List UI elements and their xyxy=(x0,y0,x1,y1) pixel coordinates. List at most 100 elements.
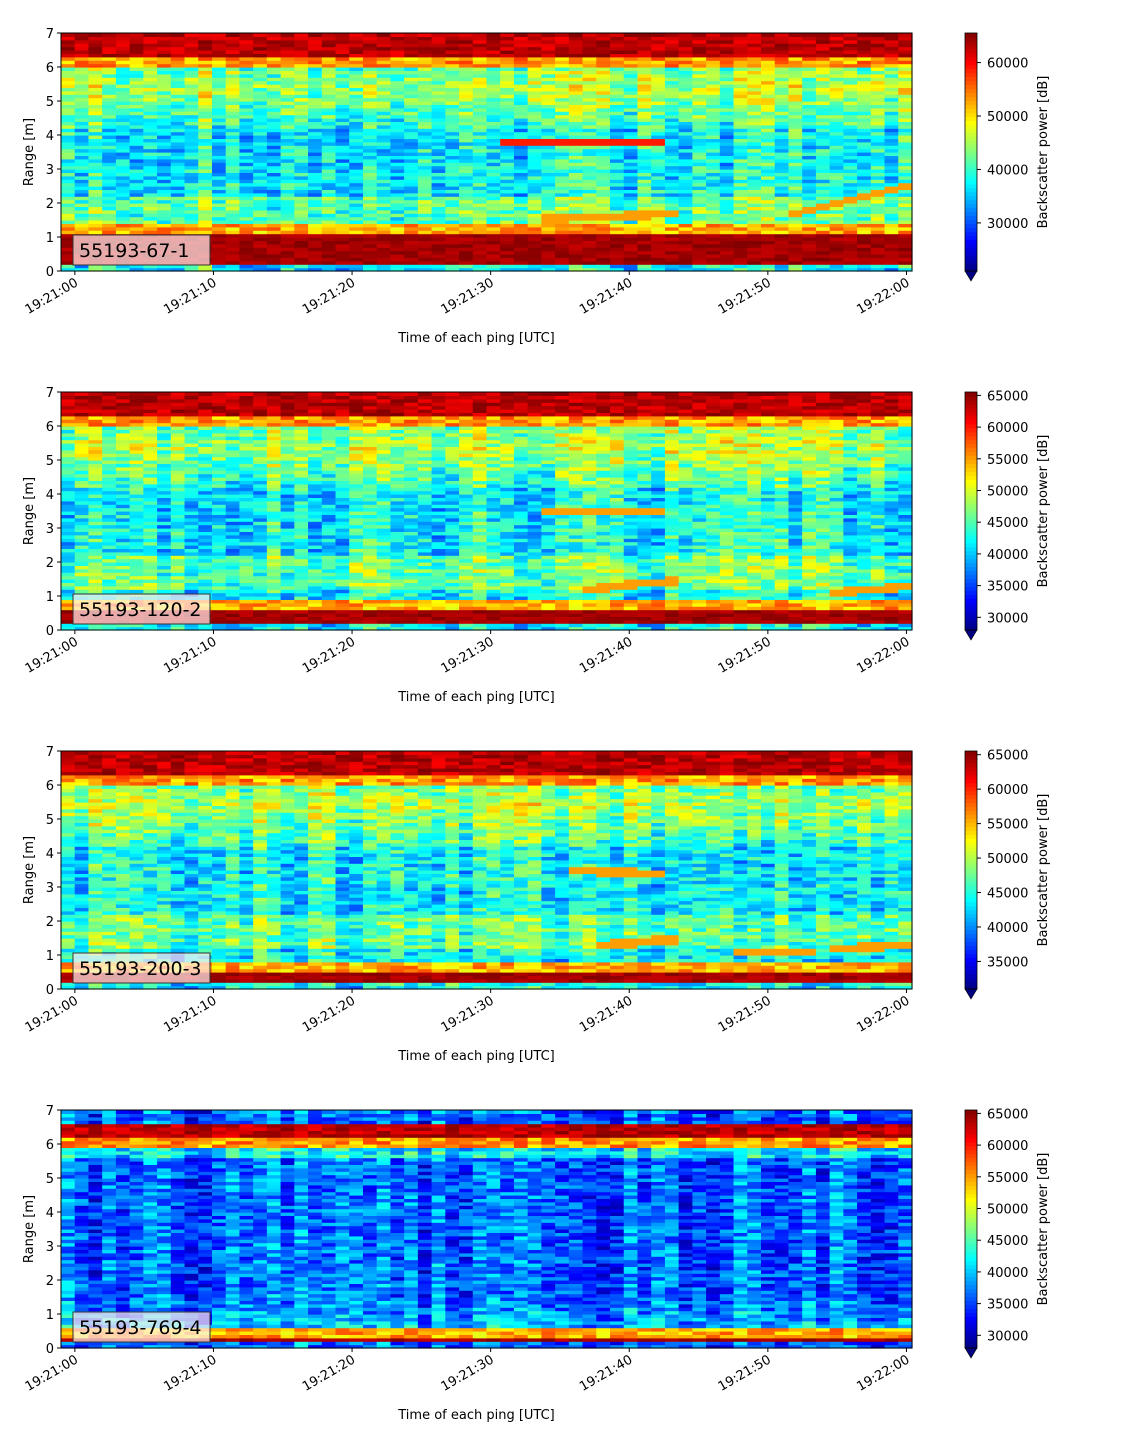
echogram-cell xyxy=(75,436,89,440)
echogram-cell xyxy=(898,210,912,214)
echogram-cell xyxy=(747,193,761,197)
echogram-cell xyxy=(143,166,157,170)
echogram-cell xyxy=(390,142,404,146)
echogram-cell xyxy=(747,166,761,170)
echogram-cell xyxy=(487,193,501,197)
echogram-cell xyxy=(651,176,665,180)
echogram-cell xyxy=(226,264,240,268)
echogram-cell xyxy=(116,470,130,474)
echogram-cell xyxy=(500,244,514,248)
echogram-cell xyxy=(322,244,336,248)
echogram-cell xyxy=(377,166,391,170)
echogram-cell xyxy=(500,264,514,268)
echogram-cell xyxy=(898,227,912,231)
echogram-cell xyxy=(692,251,706,255)
echogram-cell xyxy=(226,142,240,146)
echogram-cell xyxy=(418,200,432,204)
echogram-cell xyxy=(377,176,391,180)
echogram-cell xyxy=(802,234,816,238)
echogram-cell xyxy=(514,244,528,248)
echogram-cell xyxy=(61,183,75,187)
echogram-cell xyxy=(116,142,130,146)
echogram-cell xyxy=(830,244,844,248)
echogram-cell xyxy=(349,234,363,238)
echogram-cell xyxy=(88,210,102,214)
echogram-cell xyxy=(116,166,130,170)
echogram-cell xyxy=(459,234,473,238)
echogram-cell xyxy=(432,193,446,197)
echogram-cell xyxy=(473,244,487,248)
colorbar-swatch xyxy=(965,41,977,46)
echogram-cell xyxy=(816,234,830,238)
echogram-cell xyxy=(541,234,555,238)
echogram-cell xyxy=(761,142,775,146)
echogram-cell xyxy=(473,210,487,214)
echogram-cell xyxy=(349,159,363,163)
echogram-cell xyxy=(569,193,583,197)
echogram-cell xyxy=(404,176,418,180)
echogram-cell xyxy=(157,210,171,214)
echogram-cell xyxy=(322,234,336,238)
echogram-cell xyxy=(322,149,336,153)
echogram-cell xyxy=(157,33,171,37)
echogram-cell xyxy=(404,251,418,255)
echogram-cell xyxy=(885,33,899,37)
echogram-cell xyxy=(185,193,199,197)
echogram-cell xyxy=(432,234,446,238)
echogram-cell xyxy=(500,183,514,187)
echogram-cell xyxy=(665,251,679,255)
echogram-cell xyxy=(734,142,748,146)
echogram-cell xyxy=(102,149,116,153)
echogram-cell xyxy=(281,234,295,238)
echogram-cell xyxy=(143,402,157,406)
echogram-cell xyxy=(322,227,336,231)
echogram-cell xyxy=(143,142,157,146)
echogram-cell xyxy=(377,264,391,268)
echogram-cell xyxy=(885,176,899,180)
echogram-cell xyxy=(336,166,350,170)
echogram-cell xyxy=(432,166,446,170)
echogram-cell xyxy=(226,33,240,37)
echogram-cell xyxy=(761,264,775,268)
echogram-cell xyxy=(487,183,501,187)
echogram-cell xyxy=(75,402,89,406)
echogram-cell xyxy=(253,183,267,187)
echogram-cell xyxy=(788,210,802,214)
colorbar-swatch xyxy=(965,108,977,113)
echogram-cell xyxy=(692,193,706,197)
echogram-cell xyxy=(75,142,89,146)
echogram-cell xyxy=(583,149,597,153)
echogram-cell xyxy=(281,210,295,214)
echogram-cell xyxy=(432,251,446,255)
echogram-cell xyxy=(308,251,322,255)
echogram-cell xyxy=(583,217,597,221)
echogram-cell xyxy=(500,217,514,221)
echogram-cell xyxy=(130,227,144,231)
echogram-cell xyxy=(281,244,295,248)
echogram-cell xyxy=(857,176,871,180)
echogram-cell xyxy=(528,193,542,197)
echogram-cell xyxy=(843,234,857,238)
echogram-cell xyxy=(802,227,816,231)
echogram-cell xyxy=(541,159,555,163)
echogram-cell xyxy=(857,159,871,163)
echogram-cell xyxy=(528,149,542,153)
echogram-cell xyxy=(816,183,830,187)
echogram-cell xyxy=(116,183,130,187)
echogram-cell xyxy=(377,159,391,163)
echogram-cell xyxy=(885,183,899,187)
echogram-cell xyxy=(734,176,748,180)
echogram-cell xyxy=(610,244,624,248)
echogram-cell xyxy=(871,132,885,136)
echogram-cell xyxy=(185,166,199,170)
colorbar-swatch xyxy=(965,219,977,224)
x-tick-label: 19:21:00 xyxy=(23,275,81,317)
echogram-cell xyxy=(418,264,432,268)
echogram-cell xyxy=(596,149,610,153)
echogram-cell xyxy=(432,149,446,153)
echogram-cell xyxy=(500,176,514,180)
echogram-cell xyxy=(747,251,761,255)
echogram-cell xyxy=(418,159,432,163)
echogram-cell xyxy=(541,217,555,221)
